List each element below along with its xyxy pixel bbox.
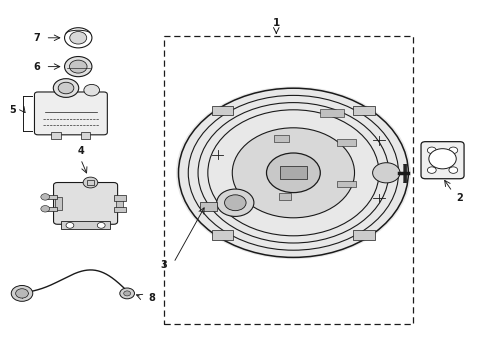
Text: 7: 7 <box>33 33 40 43</box>
Circle shape <box>372 163 399 183</box>
Text: 2: 2 <box>455 193 462 203</box>
Bar <box>163 36 412 324</box>
Circle shape <box>428 149 455 169</box>
FancyBboxPatch shape <box>420 142 463 179</box>
FancyBboxPatch shape <box>34 92 107 135</box>
Circle shape <box>11 285 33 301</box>
Bar <box>61 221 110 229</box>
Bar <box>320 109 343 117</box>
Bar <box>51 132 61 139</box>
Bar <box>55 197 62 210</box>
FancyBboxPatch shape <box>53 183 117 224</box>
Circle shape <box>448 167 457 174</box>
Bar <box>86 180 94 185</box>
Bar <box>337 139 355 146</box>
Bar <box>337 181 355 187</box>
Circle shape <box>66 222 74 228</box>
Circle shape <box>41 206 50 212</box>
Text: 4: 4 <box>77 146 84 156</box>
Circle shape <box>427 167 435 174</box>
Bar <box>199 202 217 211</box>
Circle shape <box>64 57 92 77</box>
Circle shape <box>123 291 130 296</box>
Circle shape <box>84 85 100 96</box>
Text: 6: 6 <box>33 62 40 72</box>
Text: 1: 1 <box>272 18 279 28</box>
Circle shape <box>53 79 79 98</box>
Circle shape <box>448 147 457 154</box>
Bar <box>45 207 58 211</box>
Circle shape <box>69 60 87 73</box>
Bar <box>353 230 374 239</box>
Circle shape <box>216 189 253 216</box>
Bar <box>113 207 126 212</box>
Text: 3: 3 <box>160 260 167 270</box>
Bar <box>273 135 289 142</box>
Circle shape <box>232 128 354 218</box>
Circle shape <box>41 194 50 200</box>
Bar <box>116 197 123 210</box>
Bar <box>278 193 290 200</box>
Circle shape <box>224 195 245 211</box>
Circle shape <box>70 32 86 44</box>
Bar <box>81 132 90 139</box>
Bar <box>279 166 306 179</box>
Circle shape <box>83 177 98 188</box>
Text: 8: 8 <box>148 293 155 303</box>
Circle shape <box>266 153 320 193</box>
Text: 5: 5 <box>9 105 16 115</box>
Circle shape <box>120 288 134 299</box>
Bar <box>211 230 233 239</box>
Bar <box>113 195 126 201</box>
Bar <box>353 106 374 116</box>
Circle shape <box>16 289 28 298</box>
Circle shape <box>427 147 435 154</box>
Circle shape <box>97 222 105 228</box>
Circle shape <box>58 82 74 94</box>
Bar <box>45 195 58 199</box>
Circle shape <box>176 86 410 259</box>
Bar <box>211 106 233 116</box>
